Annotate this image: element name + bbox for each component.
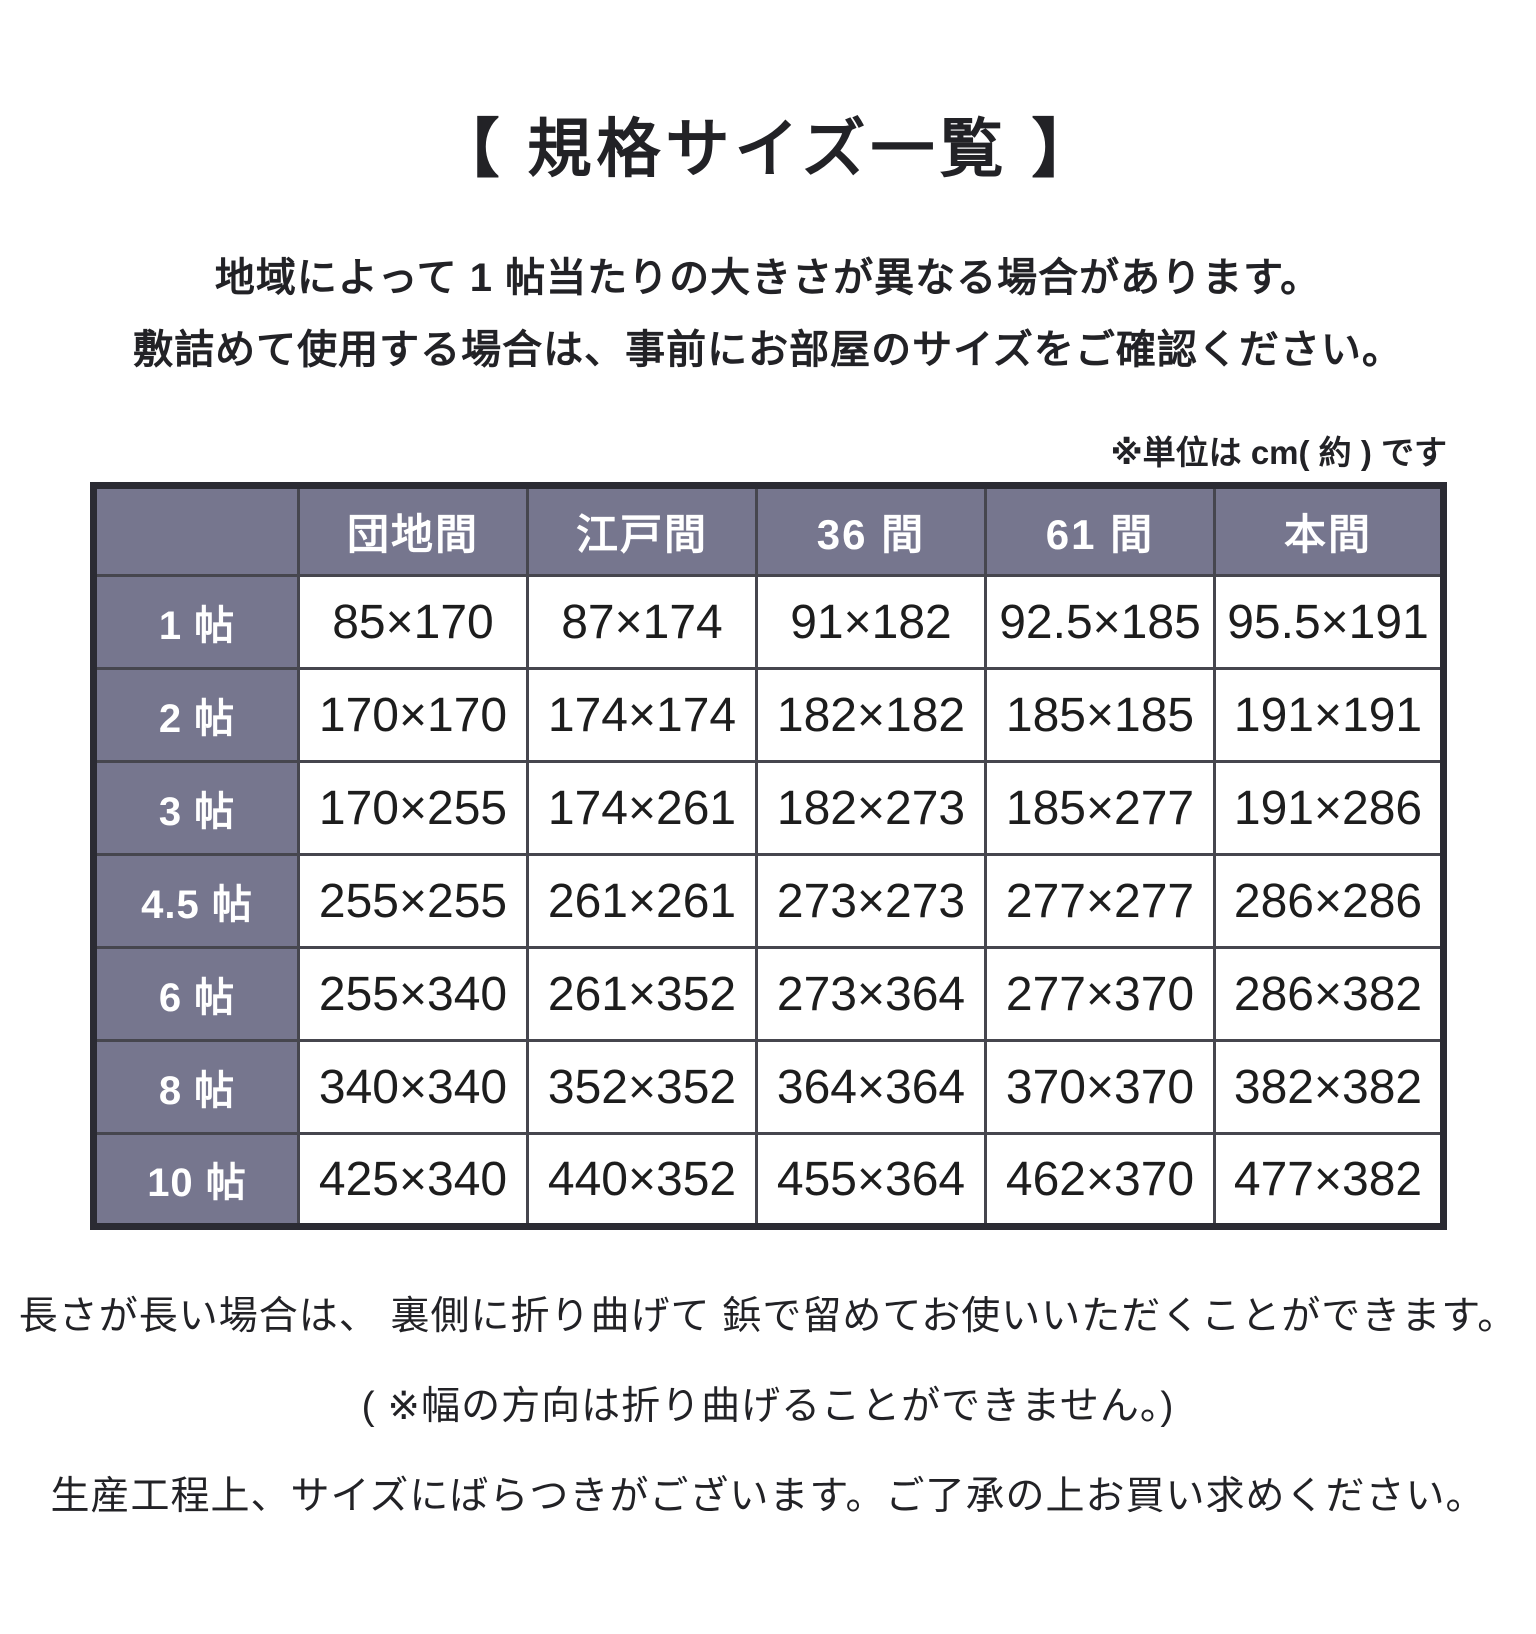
- table-row: 4.5 帖 255×255 261×261 273×273 277×277 286×286: [92, 853, 1445, 949]
- size-cell: 261×352: [526, 946, 758, 1042]
- table-row: 8 帖 340×340 352×352 364×364 370×370 382×382: [92, 1039, 1445, 1135]
- size-cell: 382×382: [1213, 1039, 1445, 1135]
- size-cell: 277×370: [984, 946, 1216, 1042]
- description-line-2: 敷詰めて使用する場合は、事前にお部屋のサイズをご確認ください。: [133, 328, 1403, 372]
- size-cell: 185×277: [984, 760, 1216, 856]
- size-cell: 174×174: [526, 667, 758, 763]
- size-cell: 425×340: [297, 1132, 529, 1228]
- row-label: 2 帖: [92, 667, 300, 763]
- row-label: 10 帖: [92, 1132, 300, 1228]
- size-cell: 170×170: [297, 667, 529, 763]
- size-cell: 286×286: [1213, 853, 1445, 949]
- size-cell: 455×364: [755, 1132, 987, 1228]
- size-cell: 91×182: [755, 574, 987, 670]
- row-label: 3 帖: [92, 760, 300, 856]
- description-line-1: 地域によって 1 帖当たりの大きさが異なる場合があります。: [214, 256, 1322, 300]
- size-cell: 286×382: [1213, 946, 1445, 1042]
- size-cell: 477×382: [1213, 1132, 1445, 1228]
- table-row: 3 帖 170×255 174×261 182×273 185×277 191×286: [92, 760, 1445, 856]
- size-cell: 182×273: [755, 760, 987, 856]
- table-row: 10 帖 425×340 440×352 455×364 462×370 477×382: [92, 1132, 1445, 1228]
- size-cell: 85×170: [297, 574, 529, 670]
- size-cell: 273×364: [755, 946, 987, 1042]
- size-cell: 340×340: [297, 1039, 529, 1135]
- size-cell: 462×370: [984, 1132, 1216, 1228]
- size-cell: 364×364: [755, 1039, 987, 1135]
- column-header: 36 間: [755, 484, 987, 577]
- size-cell: 170×255: [297, 760, 529, 856]
- description: 地域によって 1 帖当たりの大きさが異なる場合があります。 敷詰めて使用する場合…: [0, 242, 1536, 386]
- row-label: 8 帖: [92, 1039, 300, 1135]
- size-table-body: 1 帖 85×170 87×174 91×182 92.5×185 95.5×191 2 帖…: [92, 574, 1445, 1228]
- size-cell: 440×352: [526, 1132, 758, 1228]
- row-label: 6 帖: [92, 946, 300, 1042]
- size-cell: 174×261: [526, 760, 758, 856]
- row-label: 4.5 帖: [92, 853, 300, 949]
- corner-cell: [92, 484, 300, 577]
- column-header: 江戸間: [526, 484, 758, 577]
- footer-note-2: ( ※幅の方向は折り曲げることができません。): [361, 1385, 1175, 1428]
- column-header: 61 間: [984, 484, 1216, 577]
- size-cell: 92.5×185: [984, 574, 1216, 670]
- size-table-header: 団地間 江戸間 36 間 61 間本間: [92, 484, 1445, 577]
- table-row: 1 帖 85×170 87×174 91×182 92.5×185 95.5×191: [92, 574, 1445, 670]
- size-cell: 255×340: [297, 946, 529, 1042]
- page-title: 【 規格サイズ一覧 】: [435, 113, 1101, 185]
- size-cell: 273×273: [755, 853, 987, 949]
- footer-note-3: 生産工程上、サイズにばらつきがございます。ご了承の上お買い求めください。: [50, 1475, 1486, 1518]
- size-cell: 191×286: [1213, 760, 1445, 856]
- size-cell: 182×182: [755, 667, 987, 763]
- column-header: 団地間: [297, 484, 529, 577]
- size-cell: 191×191: [1213, 667, 1445, 763]
- table-row: 2 帖 170×170 174×174 182×182 185×185 191×191: [92, 667, 1445, 763]
- footer-notes: 長さが長い場合は、 裏側に折り曲げて 鋲で留めてお使いいただくことができます。 …: [0, 1272, 1536, 1542]
- size-cell: 87×174: [526, 574, 758, 670]
- header-row: 団地間 江戸間 36 間 61 間本間: [92, 484, 1445, 577]
- size-table: 団地間 江戸間 36 間 61 間本間 1 帖 85×170 87×174 91×182 92…: [90, 482, 1447, 1230]
- unit-note: ※単位は cm( 約 ) です: [1110, 434, 1447, 471]
- size-cell: 352×352: [526, 1039, 758, 1135]
- column-header: 本間: [1213, 484, 1445, 577]
- table-row: 6 帖 255×340 261×352 273×364 277×370 286×382: [92, 946, 1445, 1042]
- size-cell: 185×185: [984, 667, 1216, 763]
- size-cell: 255×255: [297, 853, 529, 949]
- size-cell: 261×261: [526, 853, 758, 949]
- footer-note-1: 長さが長い場合は、 裏側に折り曲げて 鋲で留めてお使いいただくことができます。: [18, 1295, 1518, 1338]
- size-cell: 277×277: [984, 853, 1216, 949]
- size-cell: 95.5×191: [1213, 574, 1445, 670]
- row-label: 1 帖: [92, 574, 300, 670]
- size-cell: 370×370: [984, 1039, 1216, 1135]
- size-chart-page: 【 規格サイズ一覧 】 地域によって 1 帖当たりの大きさが異なる場合があります…: [0, 98, 1536, 1634]
